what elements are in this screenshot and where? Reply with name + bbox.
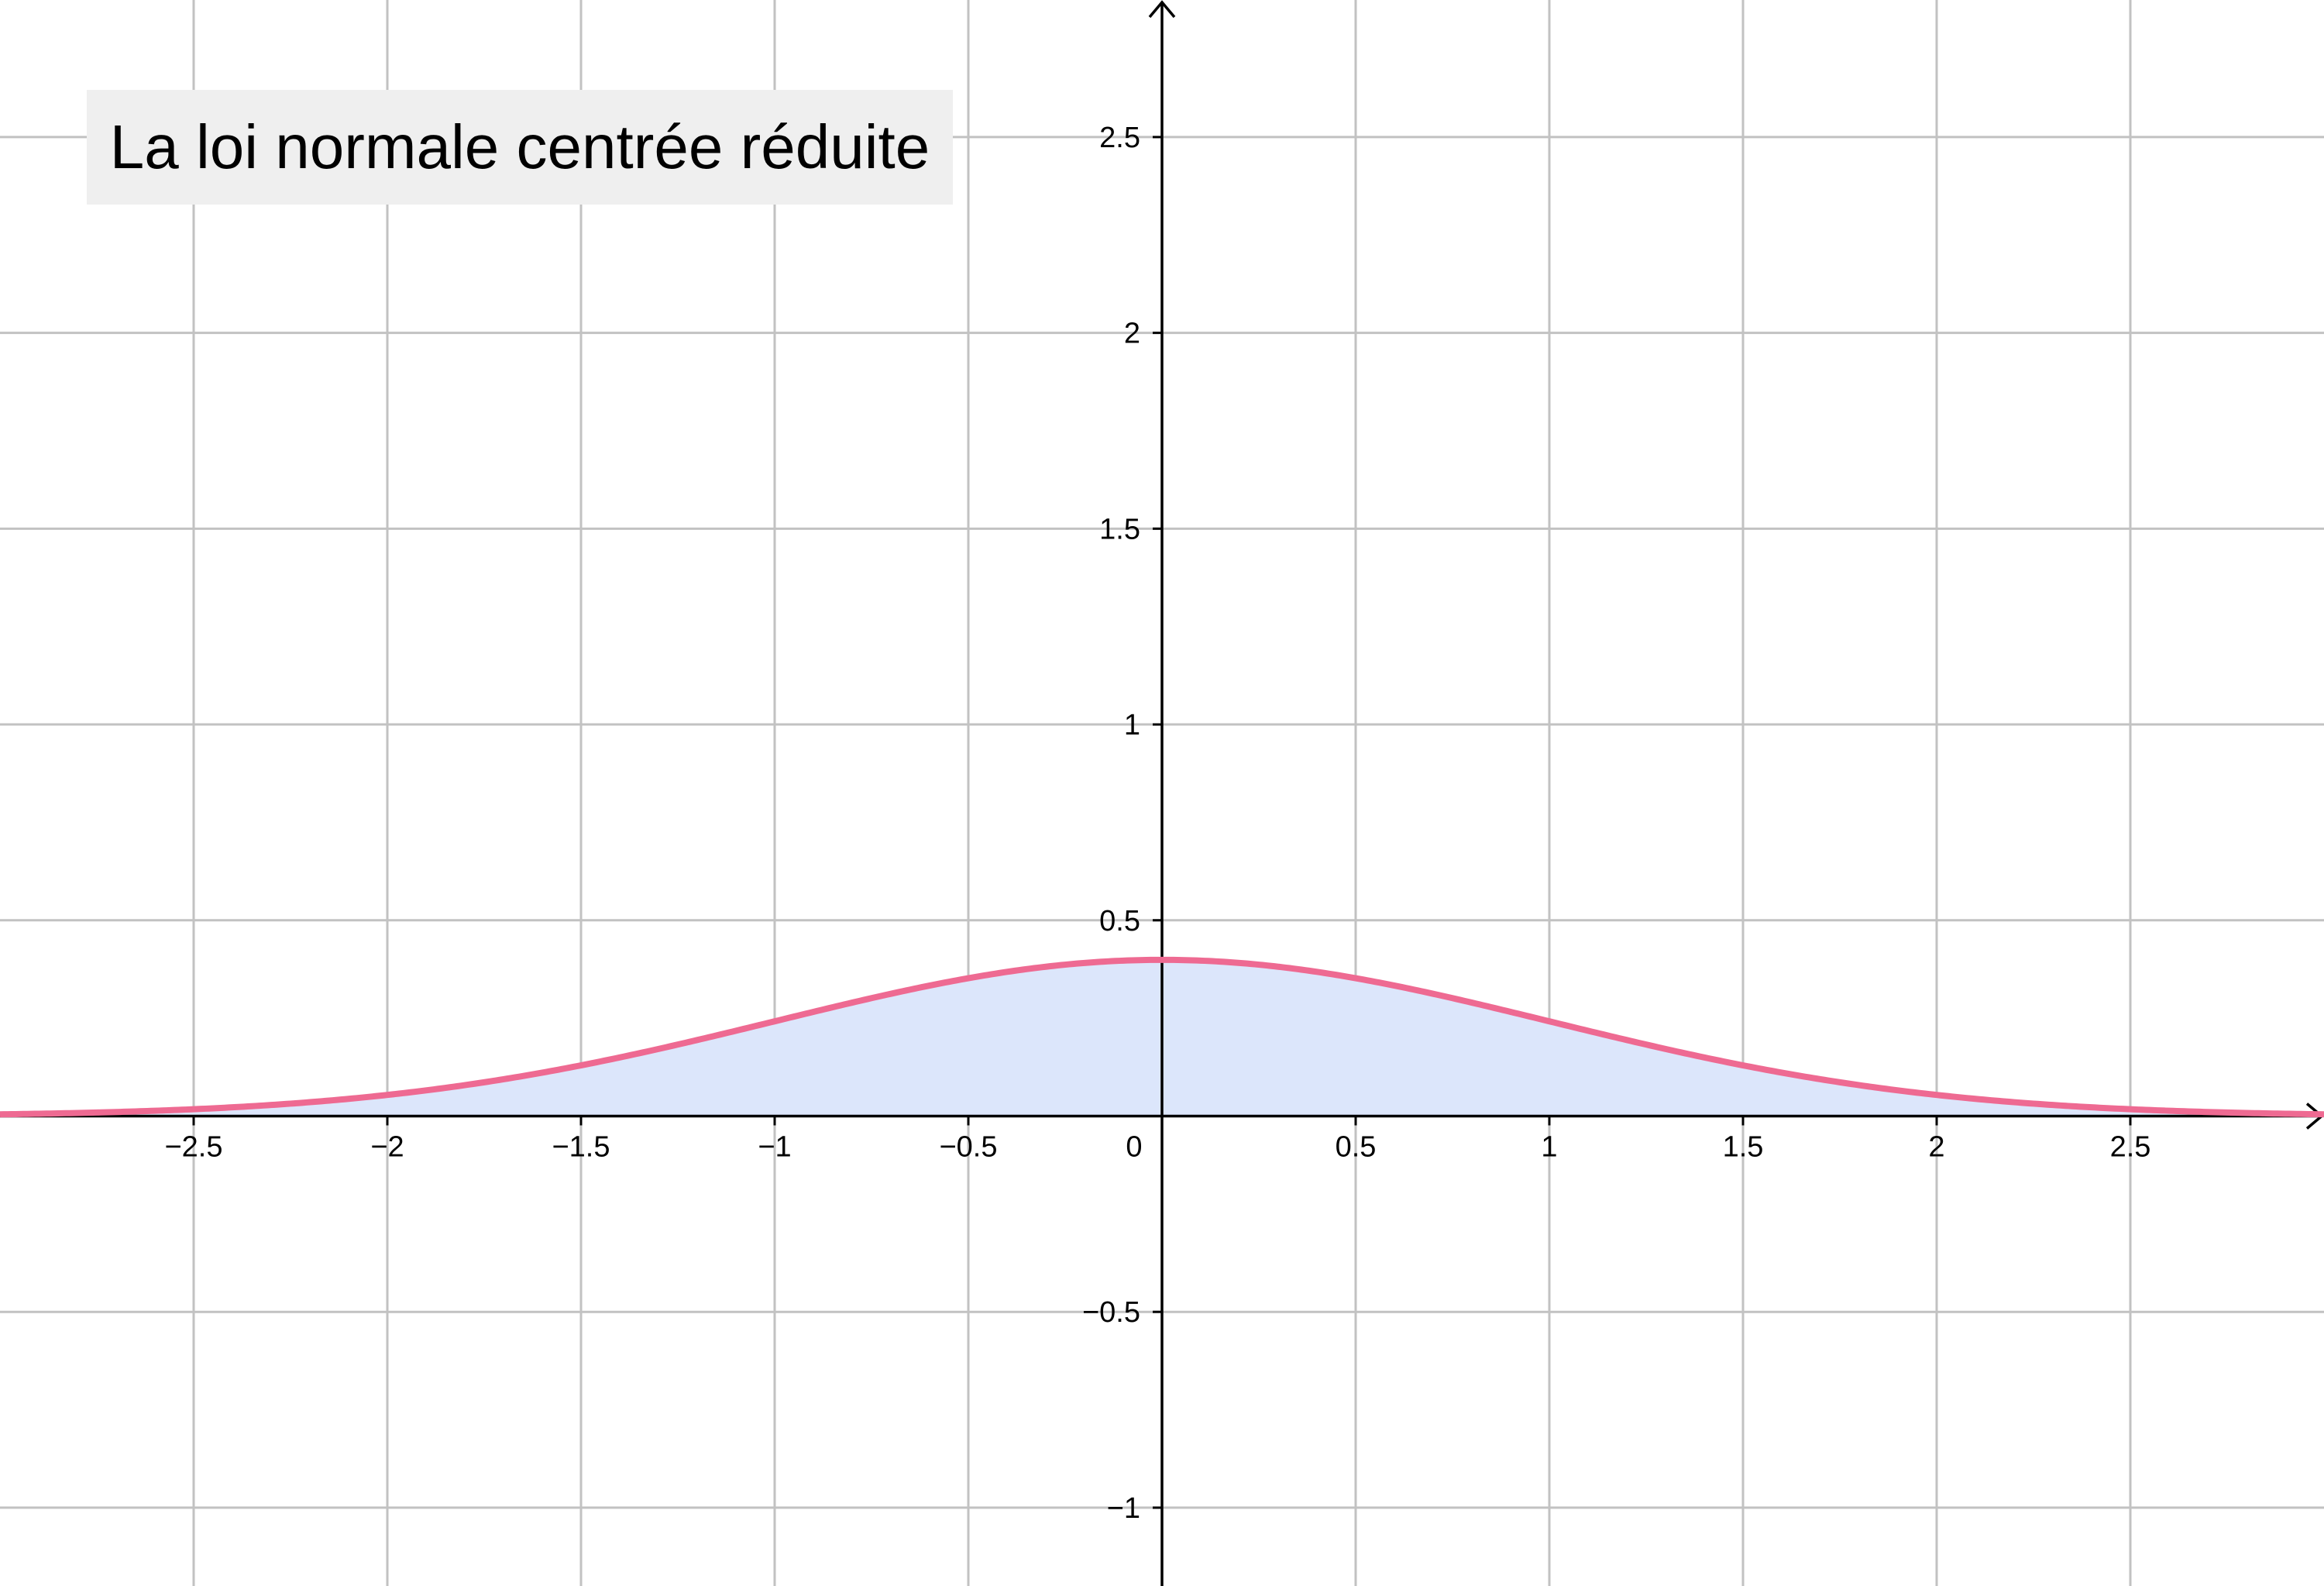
x-tick-label: −1 (758, 1130, 791, 1163)
x-tick-label: 0.5 (1336, 1130, 1377, 1163)
y-tick-label: 1 (1124, 709, 1140, 741)
y-tick-label: 2 (1124, 318, 1140, 350)
y-tick-label: 0.5 (1099, 905, 1140, 937)
x-tick-label: −1.5 (552, 1130, 610, 1163)
x-tick-label: 0 (1126, 1130, 1142, 1163)
y-tick-label: 2.5 (1099, 122, 1140, 154)
x-tick-label: 1 (1541, 1130, 1557, 1163)
x-tick-label: 2 (1928, 1130, 1944, 1163)
y-tick-label: −0.5 (1082, 1296, 1140, 1329)
chart-title: La loi normale centrée réduite (109, 112, 930, 181)
tick-labels: −2.5 −2 −1.5 −1 −0.5 0 0.5 1 1.5 2 2.5 −1 −0.5 0.5 1 1.… (164, 122, 2150, 1525)
y-tick-label: 1.5 (1099, 513, 1140, 545)
y-axis-arrow (1148, 0, 1176, 19)
title-box: La loi normale centrée réduite (87, 90, 953, 205)
x-tick-label: −2 (370, 1130, 404, 1163)
x-tick-label: 2.5 (2110, 1130, 2151, 1163)
x-tick-label: −0.5 (939, 1130, 997, 1163)
y-tick-label: −1 (1107, 1492, 1140, 1525)
density-curve (0, 956, 2324, 1118)
x-tick-label: −2.5 (164, 1130, 222, 1163)
x-tick-label: 1.5 (1723, 1130, 1764, 1163)
